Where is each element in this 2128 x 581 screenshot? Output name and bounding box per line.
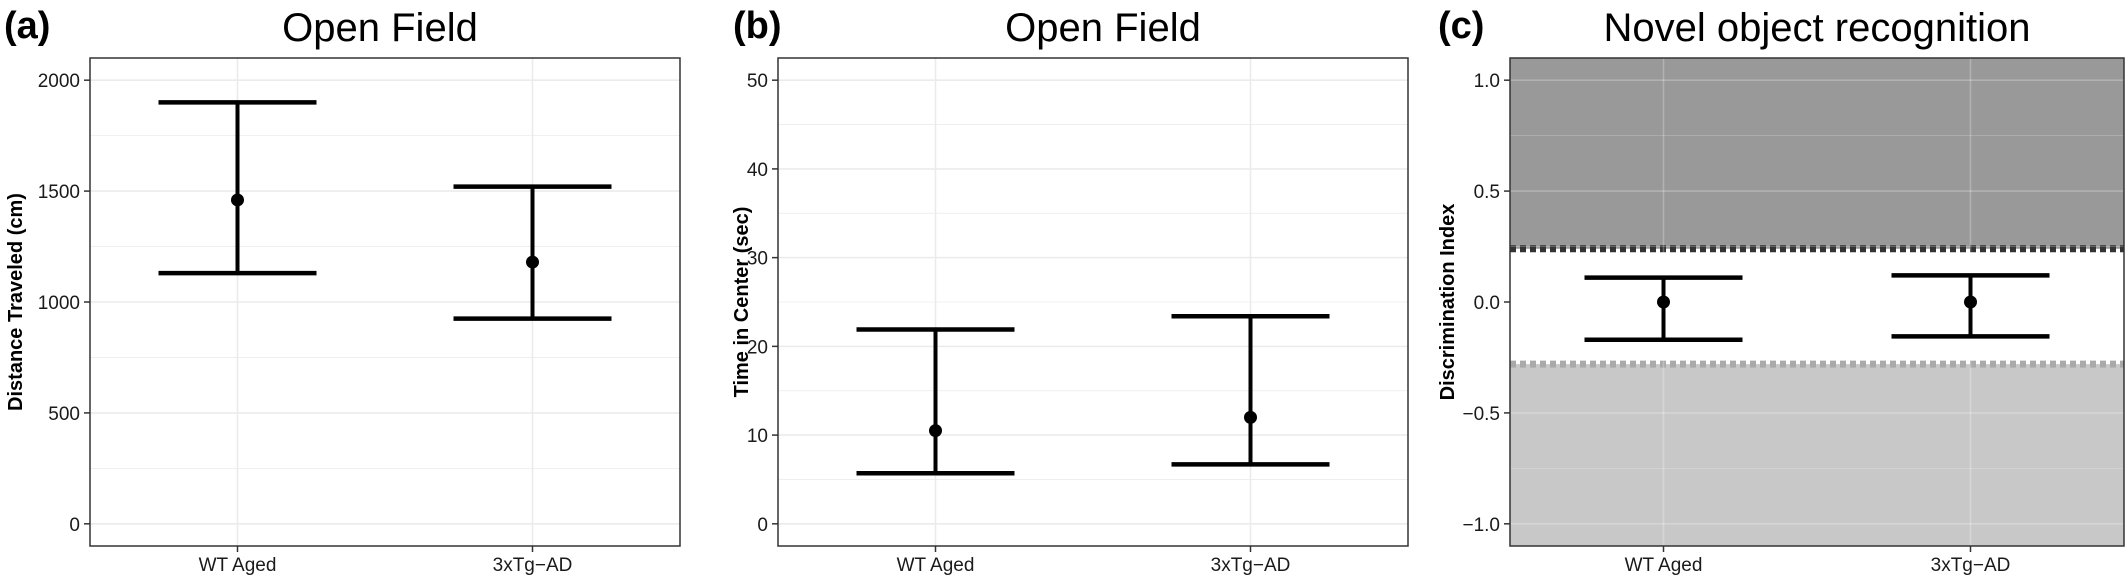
y-tick-label: 20 <box>747 337 768 358</box>
y-tick-label: 50 <box>747 71 768 92</box>
panel-2: 0 10 20 30 40 50 WT Aged 3xTg−AD Time in Center … <box>731 5 1409 576</box>
y-tick-label: 10 <box>747 426 768 447</box>
chart-title: Novel object recognition <box>1604 6 2031 50</box>
y-tick-label: 0.0 <box>1474 293 1500 314</box>
shaded-band <box>1510 58 2124 249</box>
panel-3: −1.0 −0.5 0.0 0.5 1.0 WT Aged 3xTg−AD Discrimin… <box>1437 5 2125 576</box>
x-tick-label: WT Aged <box>1625 555 1703 576</box>
chart-title: Open Field <box>1005 6 1201 50</box>
y-tick-label: −0.5 <box>1462 404 1500 425</box>
y-tick-label: 1500 <box>38 182 80 203</box>
x-tick-label: WT Aged <box>199 555 277 576</box>
y-tick-label: 1000 <box>38 293 80 314</box>
data-point <box>1244 410 1257 424</box>
x-tick-label: 3xTg−AD <box>1211 555 1291 576</box>
y-axis-label: Distance Traveled (cm) <box>5 193 27 411</box>
y-tick-label: 0 <box>69 515 80 536</box>
data-point <box>929 424 942 438</box>
panel-label: (c) <box>1438 5 1484 47</box>
y-tick-label: 40 <box>747 160 768 181</box>
y-tick-label: 2000 <box>38 71 80 92</box>
plot-border <box>777 57 1409 547</box>
data-point <box>1964 295 1977 309</box>
panel-label: (b) <box>733 5 782 47</box>
y-tick-label: 1.0 <box>1474 71 1500 92</box>
x-tick-label: WT Aged <box>897 555 975 576</box>
panel-1: 0 500 1000 1500 2000 WT Aged 3xTg−AD Distance T… <box>4 5 681 576</box>
data-point <box>526 255 539 269</box>
panel-label: (a) <box>4 5 50 47</box>
data-point <box>1657 295 1670 309</box>
y-axis-label: Discrimination Index <box>1437 204 1459 401</box>
y-tick-label: 30 <box>747 249 768 270</box>
y-tick-label: −1.0 <box>1462 515 1500 536</box>
x-tick-label: 3xTg−AD <box>493 555 573 576</box>
y-tick-label: 0.5 <box>1474 182 1500 203</box>
y-tick-label: 0 <box>757 515 768 536</box>
data-point <box>231 193 244 207</box>
x-tick-label: 3xTg−AD <box>1931 555 2011 576</box>
chart-title: Open Field <box>282 6 478 50</box>
y-tick-label: 500 <box>48 404 80 425</box>
shaded-band <box>1510 364 2124 546</box>
y-axis-label: Time in Center (sec) <box>731 207 753 398</box>
